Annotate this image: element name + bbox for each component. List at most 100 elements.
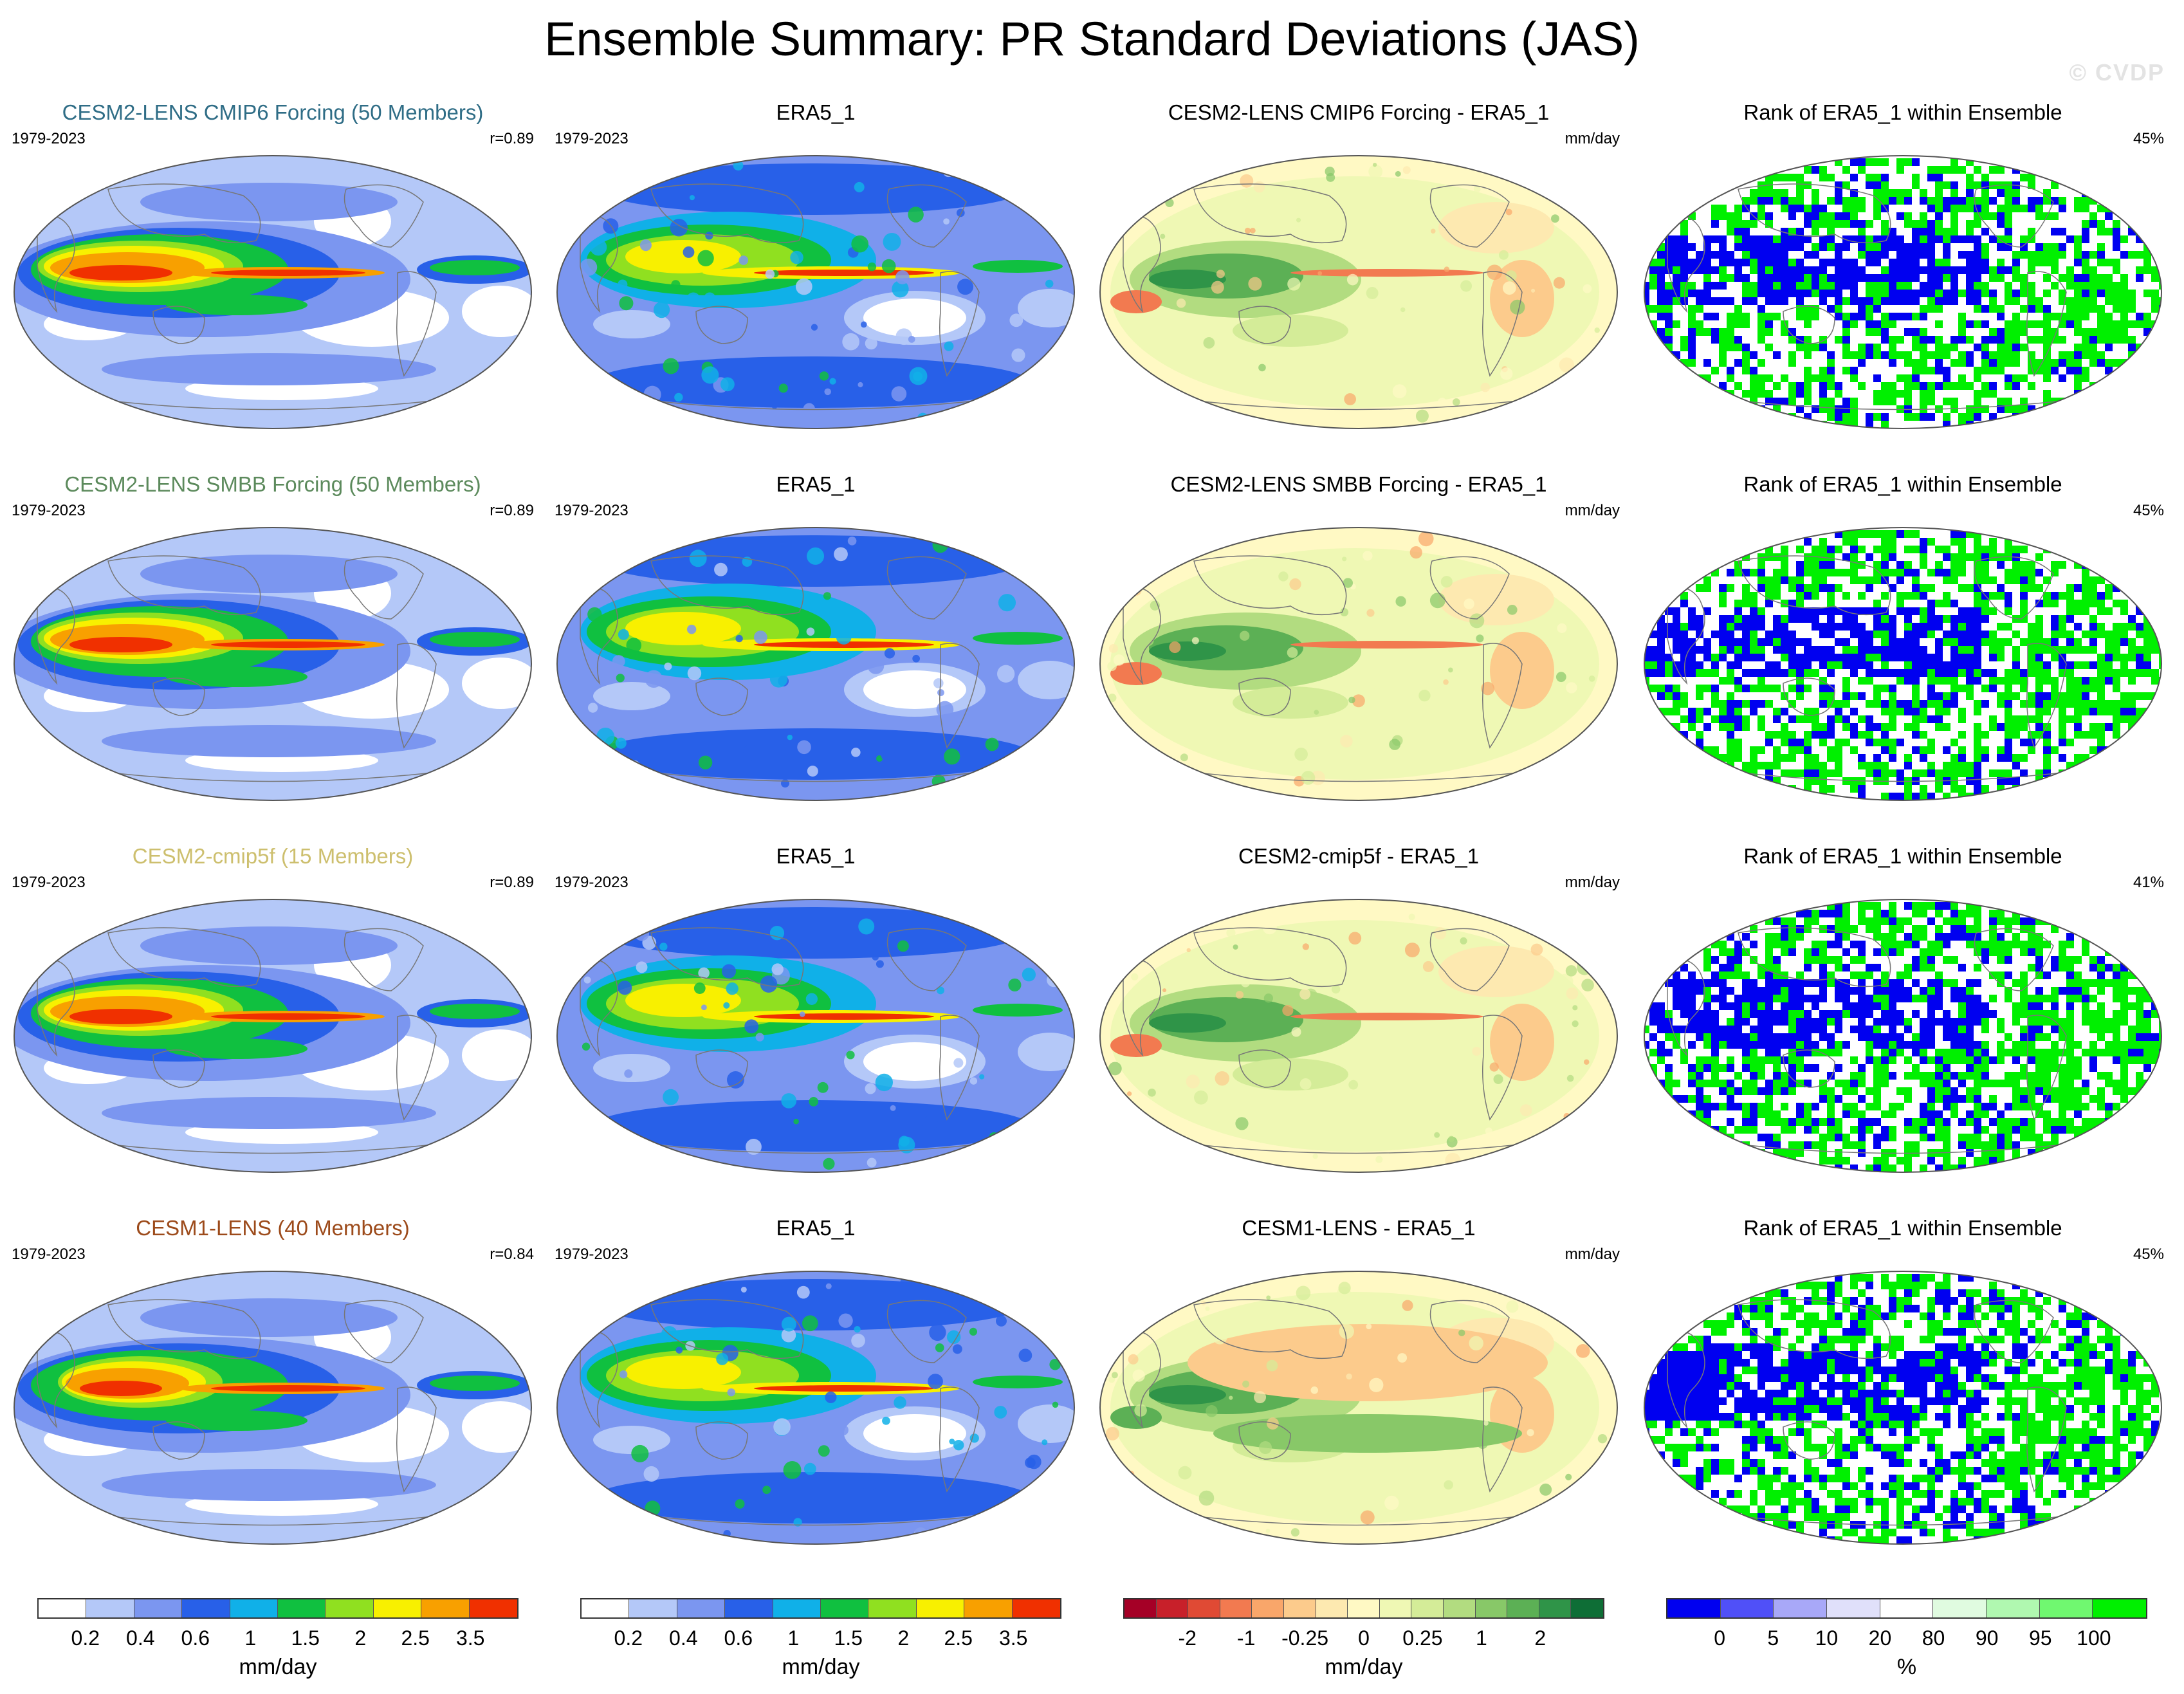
panel-rank: Rank of ERA5_1 within Ensemble 41%: [1642, 844, 2164, 1177]
texture-cell: [1282, 1004, 1294, 1017]
texture-cell: [1489, 1062, 1499, 1072]
texture-cell: [836, 629, 852, 645]
map-obs: [556, 527, 1075, 801]
map-rank: [1644, 155, 2162, 429]
texture-cell: [952, 1344, 962, 1354]
texture-cell: [1325, 166, 1335, 177]
texture-cell: [854, 1326, 861, 1333]
texture-cell: [716, 1352, 729, 1365]
colorbar-units: mm/day: [239, 1655, 317, 1679]
texture-cell: [727, 1388, 735, 1397]
texture-cell: [1254, 1391, 1267, 1404]
diff-band: [1233, 315, 1348, 347]
itcz-band: [211, 1385, 365, 1392]
units-label: mm/day: [1565, 1246, 1620, 1263]
map-model: [14, 1271, 532, 1545]
units-label: mm/day: [1565, 130, 1620, 147]
texture-cell: [1239, 631, 1250, 641]
texture-cell: [785, 290, 794, 300]
texture-cell: [563, 588, 576, 602]
texture-cell: [884, 648, 895, 659]
units-label: mm/day: [1565, 874, 1620, 891]
texture-cell: [771, 917, 780, 926]
texture-cell: [1007, 914, 1021, 928]
texture-cell: [1505, 270, 1517, 282]
texture-cell: [937, 689, 944, 696]
dry-region: [593, 682, 670, 710]
texture-cell: [807, 766, 818, 777]
texture-cell: [1590, 923, 1595, 930]
panel-title: CESM1-LENS (40 Members): [136, 1216, 410, 1240]
cvdp-watermark: © CVDP: [2069, 59, 2165, 86]
period-label: 1979-2023: [555, 1246, 629, 1263]
texture-cell: [701, 366, 719, 384]
texture-cell: [684, 528, 702, 546]
colorbar-tick-label: 3.5: [455, 1626, 485, 1650]
texture-cell: [631, 1444, 649, 1462]
std-band: [625, 1356, 741, 1389]
texture-cell: [882, 925, 889, 932]
texture-cell: [760, 975, 778, 993]
texture-cell: [739, 1038, 749, 1047]
panel-title: CESM2-cmip5f (15 Members): [132, 844, 414, 868]
texture-cell: [986, 910, 996, 919]
panel-title: CESM1-LENS - ERA5_1: [1242, 1216, 1476, 1240]
texture-cell: [1445, 1152, 1461, 1168]
texture-cell: [1369, 1377, 1384, 1392]
texture-cell: [634, 926, 650, 941]
texture-cell: [1480, 382, 1491, 392]
texture-cell: [1310, 1386, 1319, 1394]
texture-cell: [1042, 1439, 1048, 1446]
texture-cell: [705, 232, 713, 240]
texture-cell: [1583, 719, 1599, 734]
texture-cell: [897, 940, 909, 952]
texture-cell: [689, 549, 707, 567]
dry-region: [593, 1054, 670, 1082]
texture-cell: [979, 1074, 985, 1080]
colorbar-tick-label: 10: [1815, 1626, 1839, 1650]
texture-cell: [909, 367, 928, 385]
texture-cell: [1108, 1376, 1115, 1383]
texture-cell: [1559, 357, 1575, 373]
texture-cell: [618, 980, 632, 995]
texture-cell: [1296, 217, 1301, 223]
colorbar-swatch: [1933, 1599, 1987, 1617]
texture-cell: [1248, 277, 1262, 291]
texture-cell: [809, 1096, 819, 1107]
texture-cell: [1400, 307, 1406, 313]
texture-cell: [1581, 189, 1593, 202]
std-band: [102, 353, 436, 385]
texture-cell: [824, 388, 831, 396]
texture-cell: [793, 1518, 802, 1527]
texture-cell: [1047, 755, 1057, 765]
texture-cell: [851, 235, 868, 253]
texture-cell: [721, 964, 737, 979]
panel-model: CESM2-LENS SMBB Forcing (50 Members) 1979…: [12, 472, 534, 806]
texture-cell: [1399, 1370, 1406, 1377]
std-band: [973, 260, 1063, 273]
texture-cell: [1585, 331, 1598, 343]
std-band: [973, 1376, 1063, 1388]
map-rank: [1644, 527, 2162, 801]
texture-cell: [811, 324, 818, 331]
texture-cell: [894, 1396, 906, 1409]
texture-cell: [969, 1327, 978, 1336]
diff-band: [1149, 641, 1226, 661]
texture-cell: [890, 1105, 896, 1111]
texture-cell: [753, 631, 767, 644]
texture-cell: [626, 638, 642, 653]
dry-region: [462, 658, 531, 709]
map-diff: [1099, 899, 1618, 1173]
diff-band: [1490, 260, 1554, 337]
colorbar-swatch: [469, 1599, 518, 1617]
texture-cell: [615, 737, 627, 749]
texture-cell: [1017, 564, 1026, 573]
texture-cell: [1287, 647, 1298, 658]
texture-cell: [1498, 250, 1509, 260]
texture-cell: [587, 703, 598, 713]
texture-cell: [663, 358, 679, 374]
itcz-band: [211, 1013, 365, 1020]
texture-cell: [771, 963, 784, 975]
texture-cell: [1244, 227, 1251, 234]
dry-region: [863, 670, 966, 709]
